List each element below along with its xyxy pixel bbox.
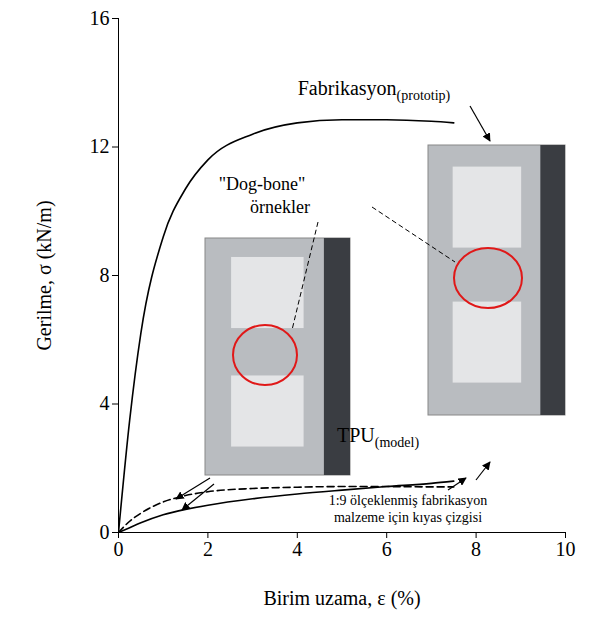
svg-text:8: 8 bbox=[100, 264, 110, 286]
svg-text:12: 12 bbox=[90, 135, 110, 157]
svg-text:TPU(model): TPU(model) bbox=[337, 424, 419, 451]
svg-text:Gerilme, σ (kN/m): Gerilme, σ (kN/m) bbox=[33, 200, 56, 350]
svg-text:4: 4 bbox=[100, 392, 110, 414]
svg-text:6: 6 bbox=[382, 538, 392, 560]
svg-text:16: 16 bbox=[90, 7, 110, 29]
svg-text:1:9 ölçeklenmiş fabrikasyon: 1:9 ölçeklenmiş fabrikasyon bbox=[329, 493, 488, 508]
svg-text:2: 2 bbox=[203, 538, 213, 560]
svg-text:malzeme için kıyas çizgisi: malzeme için kıyas çizgisi bbox=[334, 510, 482, 525]
svg-text:Birim uzama, ε (%): Birim uzama, ε (%) bbox=[263, 587, 420, 610]
svg-text:örnekler: örnekler bbox=[250, 197, 310, 217]
svg-text:0: 0 bbox=[114, 538, 124, 560]
svg-text:4: 4 bbox=[292, 538, 302, 560]
svg-text:"Dog-bone": "Dog-bone" bbox=[219, 174, 306, 194]
svg-text:10: 10 bbox=[556, 538, 576, 560]
svg-text:0: 0 bbox=[100, 521, 110, 543]
svg-text:Fabrikasyon(prototip): Fabrikasyon(prototip) bbox=[298, 77, 451, 104]
svg-text:8: 8 bbox=[471, 538, 481, 560]
